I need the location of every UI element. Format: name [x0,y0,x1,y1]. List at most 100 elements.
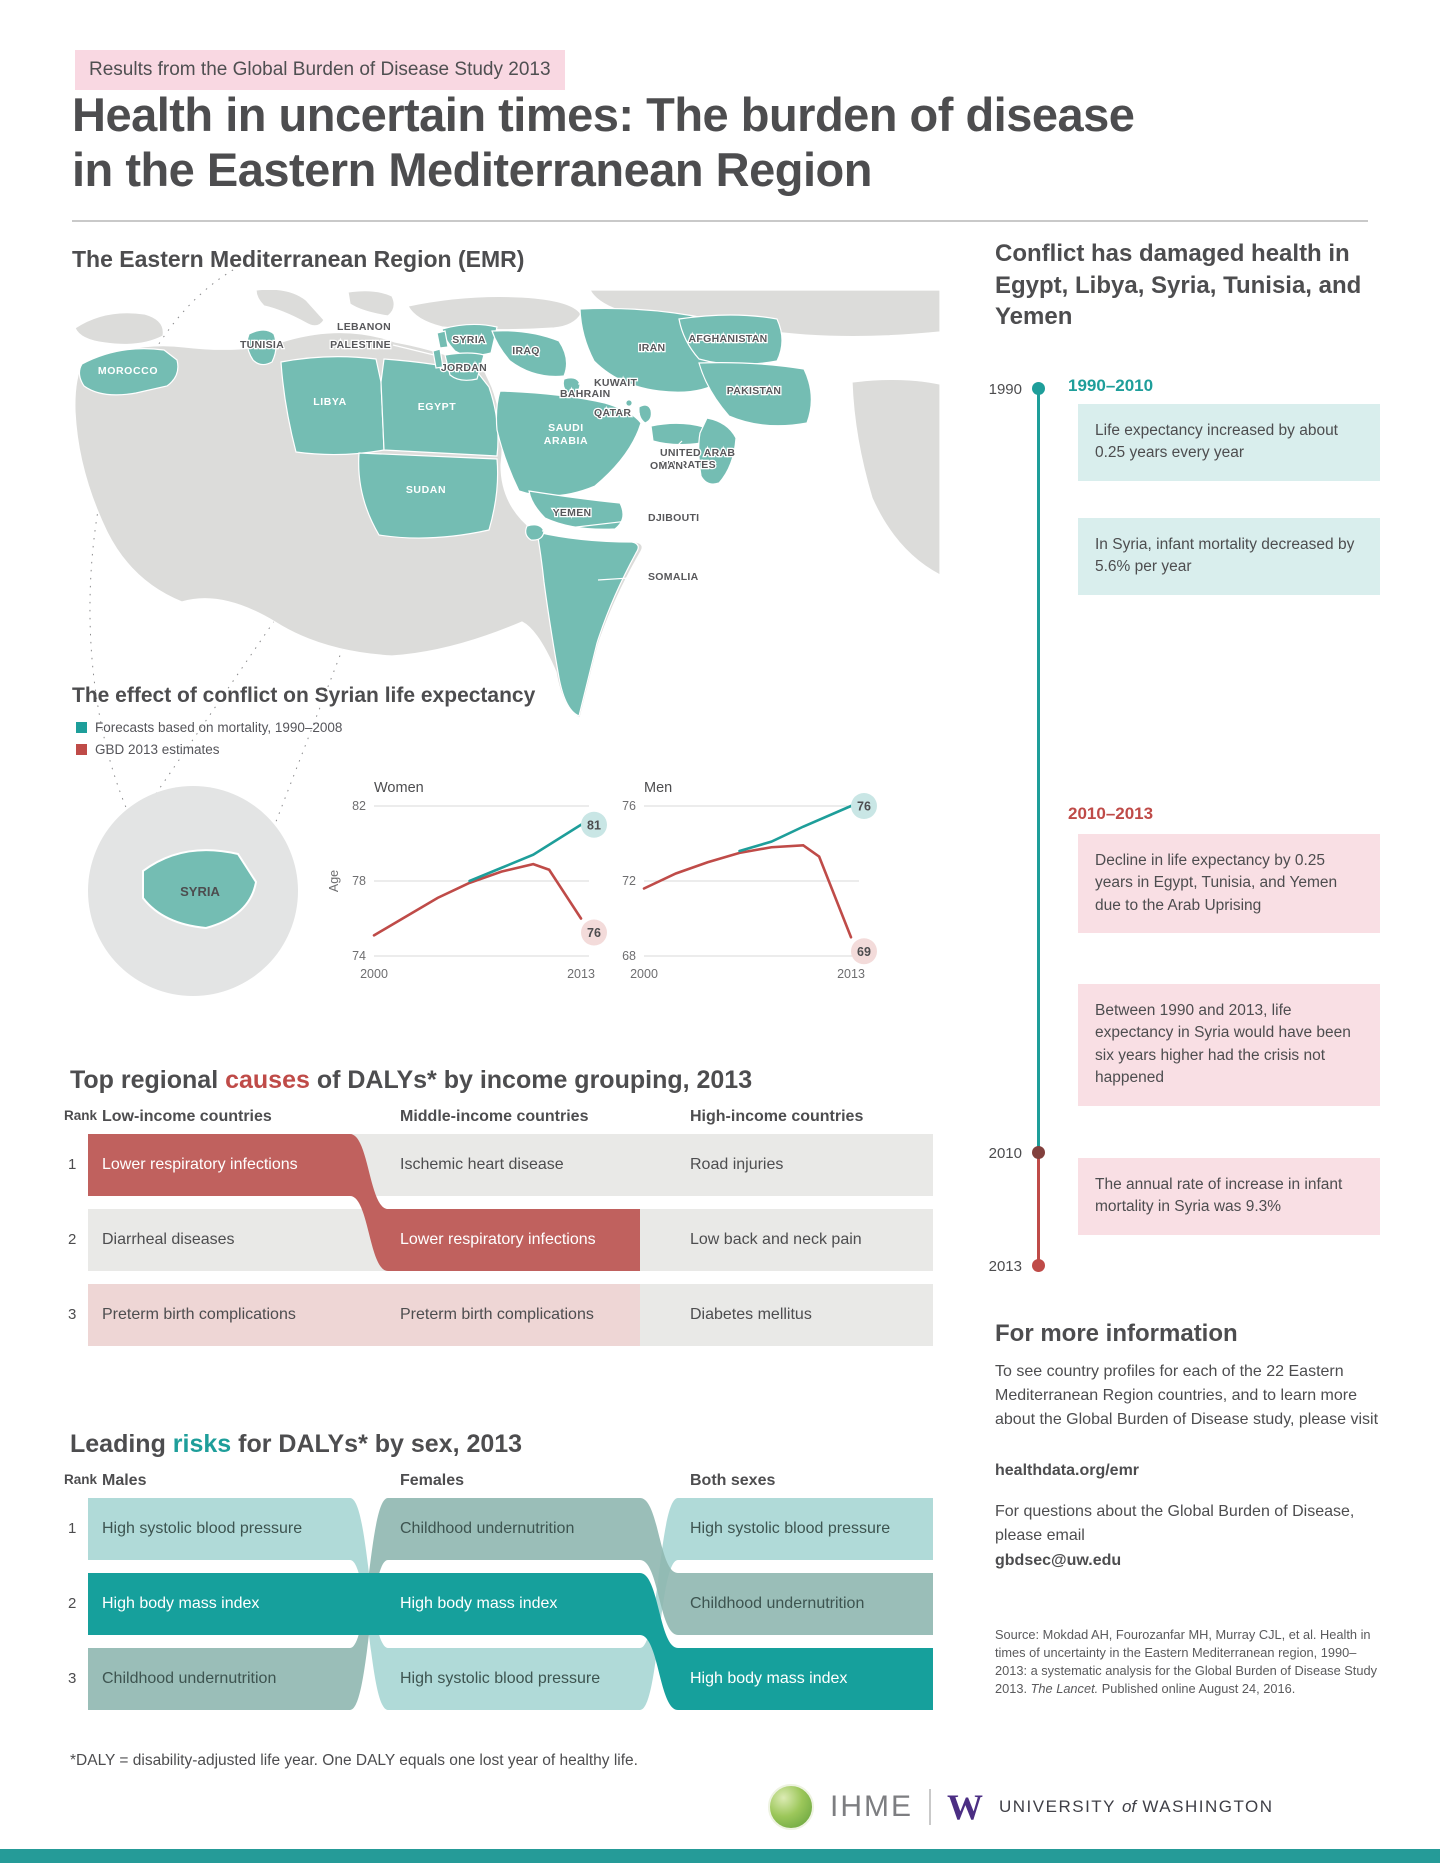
risks-heading-suffix: for DALYs* by sex, 2013 [231,1430,523,1458]
risks-cell-both-2: Childhood undernutrition [690,1595,865,1612]
lebanon-leader [392,326,439,337]
risks-cell-females-2: High body mass index [400,1595,558,1612]
timeline-red-segment [1037,1152,1040,1265]
iberia-shape [74,312,164,346]
svg-text:2000: 2000 [630,967,658,981]
qatar-label: QATAR [594,407,631,419]
svg-text:76: 76 [857,800,871,814]
causes-cell-mid-1: Ischemic heart disease [400,1156,564,1173]
svg-text:69: 69 [857,945,871,959]
iran-label: IRAN [639,342,666,354]
risks-heading: Leading risks for DALYs* by sex, 2013 [70,1430,522,1459]
pakistan-label: PAKISTAN [727,385,782,397]
uw-w-logo: W [947,1787,983,1827]
page-title-line2: in the Eastern Mediterranean Region [72,142,872,196]
tunisia-label: TUNISIA [240,339,284,351]
risks-col-males: Males [102,1472,147,1489]
footer-logos: IHME W UNIVERSITY of WASHINGTON [768,1784,1274,1830]
saudi-arabia-shape [495,390,642,497]
gbdsec-email-link[interactable]: gbdsec@uw.edu [995,1552,1122,1569]
ihme-logo-icon [768,1784,814,1830]
yemen-label: YEMEN [553,507,592,519]
timeline-teal-segment [1037,388,1040,1152]
uw-washington-text: WASHINGTON [1142,1797,1274,1816]
svg-text:2000: 2000 [360,967,388,981]
causes-heading-suffix: of DALYs* by income grouping, 2013 [309,1066,753,1094]
afghanistan-label: AFGHANISTAN [689,333,768,345]
qatar-leader [632,412,641,415]
kuwait-label: KUWAIT [594,377,637,389]
djibouti-label: DJIBOUTI [648,512,699,524]
lebanon-label: LEBANON [337,321,391,333]
women-chart-block: 74 78 82 2000 2013 Women Age 76 81 [326,778,616,988]
timeline-dot-2010 [1032,1146,1045,1159]
uw-of-text: of [1121,1797,1137,1816]
svg-text:78: 78 [352,874,366,888]
risks-cell-both-3: High body mass index [690,1670,848,1687]
bahrain-leader [613,395,627,402]
bmi-ribbon [88,1573,933,1710]
causes-heading: Top regional causes of DALYs* by income … [70,1066,752,1095]
map-section-title: The Eastern Mediterranean Region (EMR) [72,246,525,272]
saudi-label-line1: SAUDI [548,422,584,434]
svg-text:76: 76 [587,926,601,940]
era1-label: 1990–2010 [1068,376,1154,395]
timeline-box-infant-mortality: In Syria, infant mortality decreased by … [1078,518,1380,595]
svg-text:68: 68 [622,949,636,963]
pakistan-shape [698,362,812,427]
syria-section-title: The effect of conflict on Syrian life ex… [72,684,536,707]
bahrain-shape [625,399,633,407]
risks-rank-1: 1 [68,1520,77,1537]
jordan-shape [444,352,485,381]
healthdata-link[interactable]: healthdata.org/emr [995,1462,1140,1479]
iraq-label: IRAQ [512,345,539,357]
causes-cell-low-1: Lower respiratory infections [102,1156,298,1173]
causes-rank-2: 2 [68,1231,77,1248]
risks-rank-3: 3 [68,1670,77,1687]
jordan-label: JORDAN [441,362,487,374]
somalia-shape [536,531,639,717]
risks-col-both: Both sexes [690,1472,776,1489]
oman-leader [687,459,704,466]
legend-gbd: GBD 2013 estimates [76,742,220,757]
morocco-label: MOROCCO [98,365,158,377]
causes-cell-high-1: Road injuries [690,1156,784,1173]
turkey-shape [407,295,582,331]
qatar-shape [638,404,652,424]
causes-cell-high-3: Diabetes mellitus [690,1306,812,1323]
uae-label-line2: EMIRATES [660,459,716,471]
svg-text:2013: 2013 [837,967,865,981]
svg-text:Women: Women [374,780,424,796]
somalia-leader [597,576,646,581]
emr-map: MOROCCO TUNISIA LIBYA EGYPT SUDAN LEBANO… [74,290,940,719]
kuwait-leader [577,382,592,385]
svg-text:Age: Age [327,870,341,892]
risks-table: 1 2 3 High systolic blood pressure Child… [60,1498,960,1710]
timeline-box-syria-crisis: Between 1990 and 2013, life expectancy i… [1078,984,1380,1106]
uae-shape [650,422,705,446]
timeline-dot-2013 [1032,1259,1045,1272]
lebanon-shape [436,330,449,349]
oman-shape [698,417,737,485]
risks-cell-females-1: Childhood undernutrition [400,1520,575,1537]
source-journal: The Lancet. [1030,1681,1099,1697]
lower-respiratory-ribbon [88,1134,640,1271]
libya-label: LIBYA [313,396,347,408]
source-prefix: Source: Mokdad AH, Fourozanfar MH, Murra… [995,1627,1377,1697]
systolic-ribbon [88,1498,933,1710]
page-title: Health in uncertain times: The burden of… [72,88,1135,197]
svg-text:Men: Men [644,780,672,796]
causes-table: 1 2 3 Lower respiratory infections Ische… [60,1134,960,1346]
causes-rank-header: Rank [64,1108,98,1123]
palestine-leader [392,344,435,356]
risks-cell-males-3: Childhood undernutrition [102,1670,277,1687]
syria-inset-map: SYRIA [142,849,258,930]
oman-label: OMAN [650,460,683,472]
map-labels: MOROCCO TUNISIA LIBYA EGYPT SUDAN LEBANO… [98,320,782,585]
causes-heading-highlight: causes [225,1066,310,1094]
causes-col-low-income: Low-income countries [102,1108,272,1125]
causes-cell-high-2: Low back and neck pain [690,1231,862,1248]
egypt-shape [380,358,499,457]
svg-text:74: 74 [352,949,366,963]
greece-shape [347,290,395,317]
